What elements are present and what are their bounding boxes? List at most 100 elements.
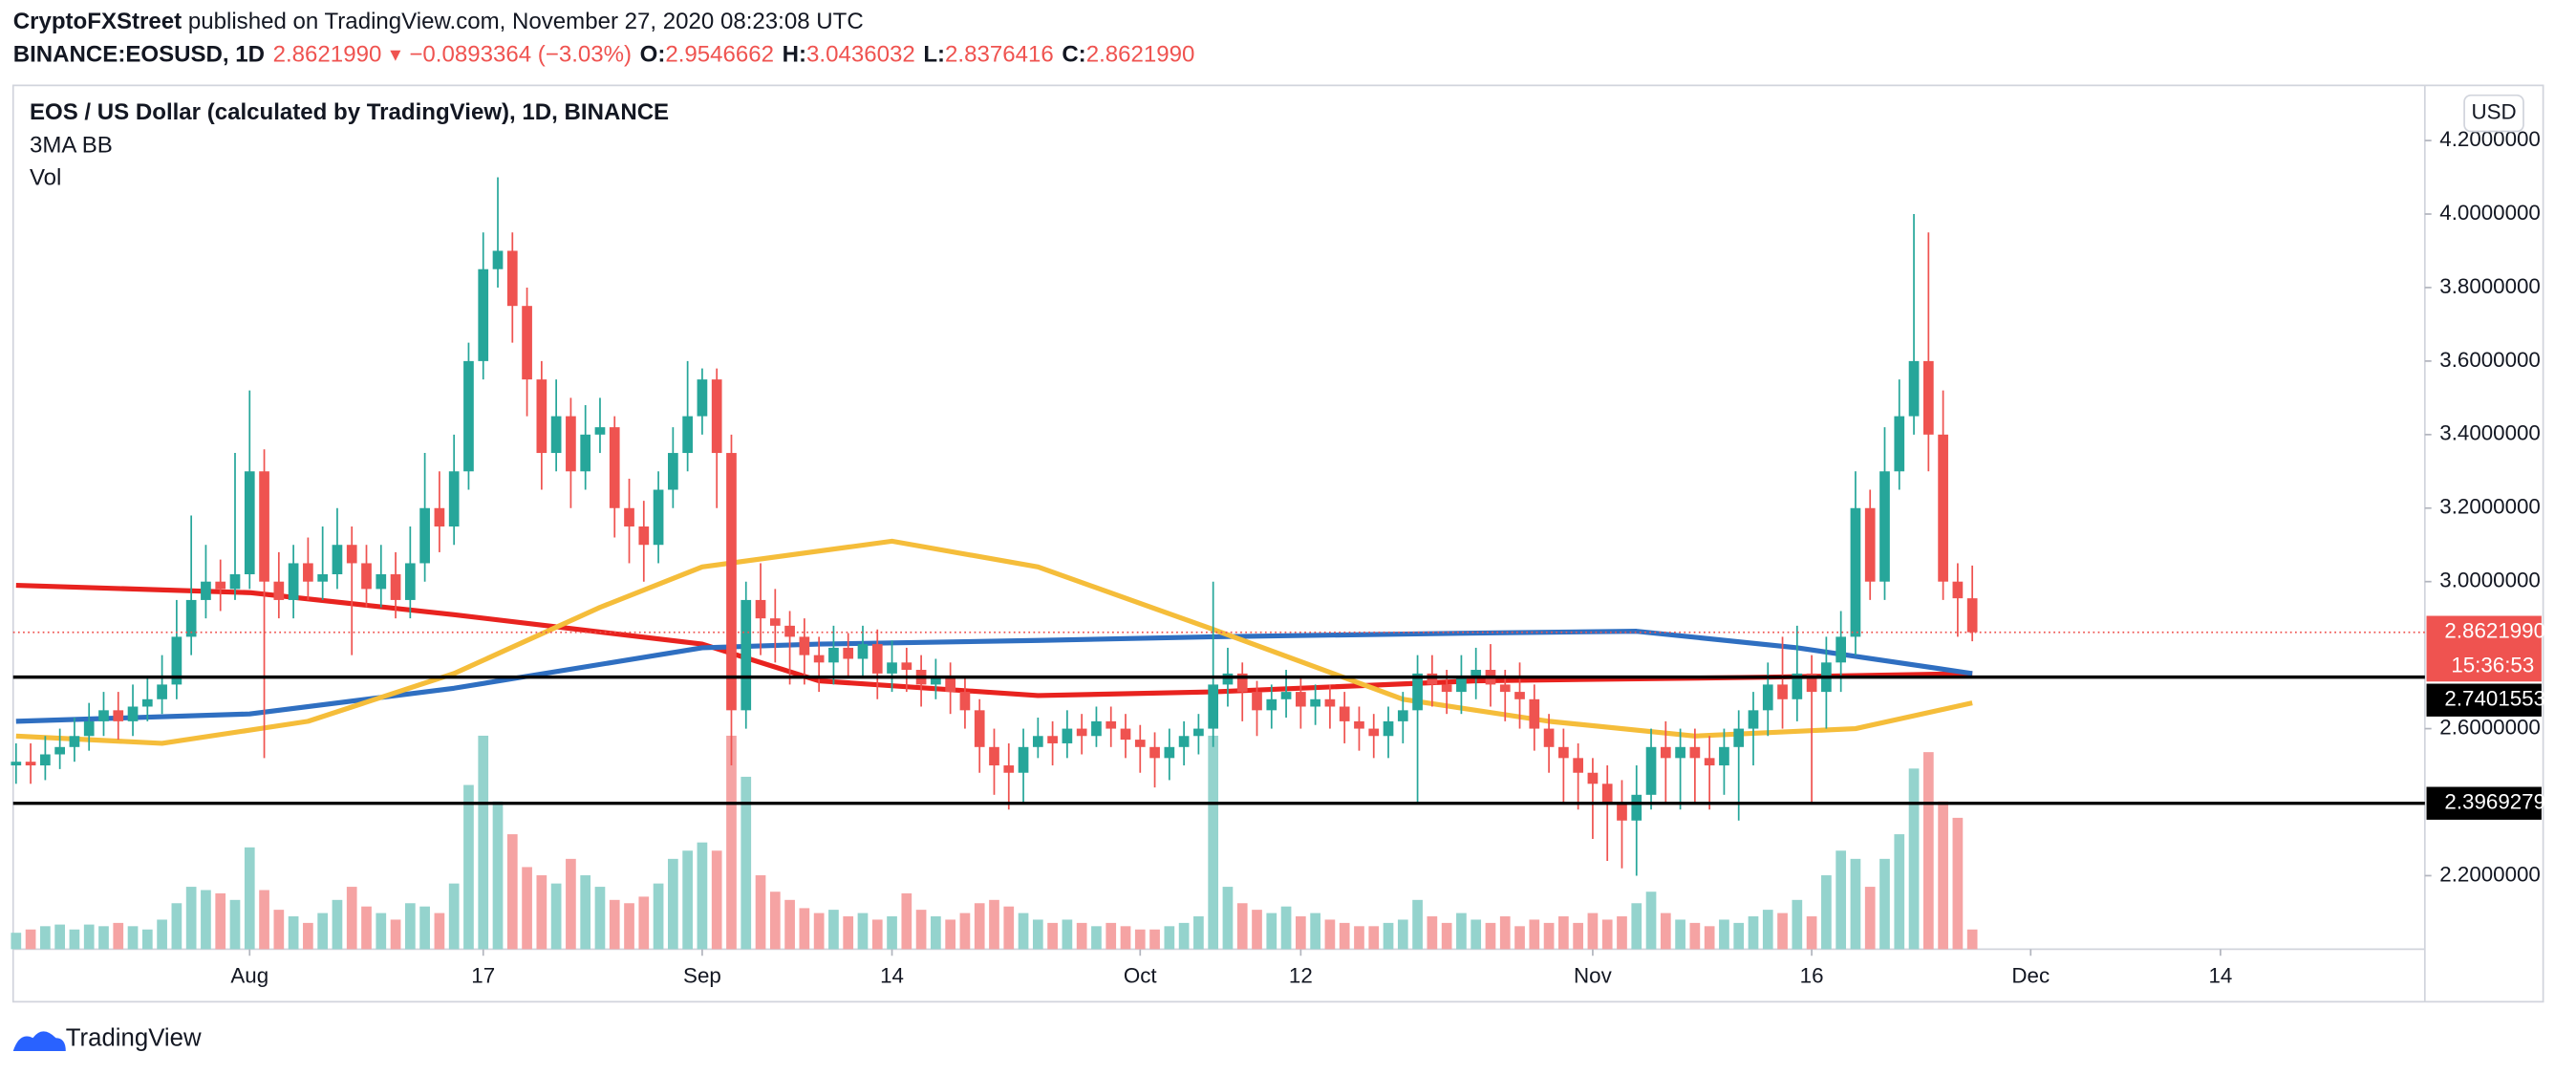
candle-body	[1149, 746, 1160, 759]
candle-body	[1427, 673, 1438, 685]
volume-bar	[1704, 926, 1715, 950]
candle-body	[25, 762, 36, 766]
volume-bar	[1032, 919, 1043, 950]
volume-bar	[1762, 910, 1773, 950]
volume-bar	[1660, 913, 1671, 950]
volume-bar	[1062, 919, 1073, 950]
volume-bar	[1485, 922, 1496, 950]
volume-bar	[288, 916, 299, 950]
candle-body	[1660, 746, 1671, 759]
volume-bar	[404, 903, 416, 950]
y-tick-label: 3.0000000	[2439, 569, 2541, 592]
h-label: H:	[783, 42, 806, 68]
volume-bar	[1558, 916, 1569, 950]
volume-bar	[113, 922, 124, 950]
volume-bar	[769, 891, 781, 950]
level-label-box	[2426, 786, 2542, 820]
candle-body	[1266, 698, 1277, 711]
candle-body	[668, 453, 678, 490]
volume-bar	[273, 910, 285, 950]
candle-body	[448, 471, 460, 526]
candle-body	[1966, 598, 1978, 633]
volume-bar	[83, 924, 95, 950]
candle-body	[215, 581, 226, 590]
volume-bar	[989, 899, 999, 950]
candle-body	[1222, 673, 1234, 685]
volume-bar	[463, 784, 474, 950]
arrow: ▼	[386, 45, 404, 65]
volume-bar	[1966, 929, 1978, 950]
candle-body	[83, 720, 95, 737]
candle-body	[1645, 746, 1657, 795]
candle-body	[244, 471, 255, 575]
volume-bar	[711, 850, 722, 950]
candle-body	[1864, 507, 1876, 582]
candle-body	[1193, 728, 1204, 737]
volume-bar	[492, 801, 504, 950]
candle-body	[201, 581, 211, 600]
volume-bar	[1091, 926, 1102, 950]
volume-bar	[141, 929, 153, 950]
candle-body	[901, 662, 912, 671]
candle-body	[1120, 728, 1131, 741]
o-label: O:	[640, 42, 666, 68]
candle-body	[711, 379, 722, 454]
volume-bar	[1733, 922, 1745, 950]
volume-bar	[448, 883, 460, 950]
x-tick-label: 14	[880, 964, 904, 988]
candle-body	[361, 563, 372, 590]
candle-body	[273, 581, 285, 600]
volume-bar	[215, 892, 226, 950]
candle-body	[1076, 728, 1087, 737]
volume-bar	[1456, 913, 1467, 950]
candle-body	[1383, 720, 1394, 737]
volume-bar	[98, 926, 109, 950]
candle-body	[1295, 692, 1306, 707]
volume-bar	[550, 883, 562, 950]
volume-bar	[1529, 919, 1540, 950]
candle-body	[1908, 360, 1920, 417]
candle-body	[1032, 736, 1043, 747]
level-label-box	[2426, 683, 2542, 717]
volume-bar	[1777, 913, 1788, 950]
volume-bar	[244, 847, 255, 950]
volume-bar	[653, 883, 664, 950]
volume-bar	[580, 875, 591, 950]
chart-frame	[11, 84, 2544, 1003]
volume-bar	[1412, 899, 1423, 950]
candle-body	[376, 574, 387, 590]
l-label: L:	[923, 42, 945, 68]
indicator: 3MA BB	[30, 132, 113, 158]
candle-body	[1792, 673, 1803, 699]
volume-bar	[1631, 903, 1642, 950]
logo-icon	[12, 1031, 66, 1051]
candle-body	[989, 746, 999, 766]
candle-body	[550, 416, 562, 454]
volume-bar	[1252, 910, 1262, 950]
candle-body	[1835, 636, 1847, 663]
currency-button[interactable]	[2463, 94, 2524, 133]
volume-bar	[1164, 926, 1175, 950]
symbol: BINANCE:EOSUSD, 1D	[13, 42, 265, 68]
candle-body	[1558, 746, 1569, 759]
candle-body	[40, 754, 51, 766]
candle-body	[1441, 684, 1452, 693]
volume-bar	[1806, 916, 1817, 950]
currency[interactable]: USD	[2471, 99, 2516, 123]
candle-body	[1573, 758, 1583, 773]
volume-bar	[1470, 919, 1482, 950]
candle-body	[522, 306, 532, 380]
candle-body	[141, 698, 153, 707]
y-tick-label: 2.6000000	[2439, 715, 2541, 739]
candle-body	[157, 684, 167, 699]
volume-bar	[726, 735, 737, 950]
candle-body	[624, 507, 634, 526]
volume-bar	[1499, 916, 1511, 950]
candle-body	[1324, 698, 1336, 707]
volume-bar	[901, 892, 912, 950]
volume-bar	[1076, 922, 1087, 950]
candle-body	[1134, 740, 1146, 747]
header-line-2: BINANCE:EOSUSD, 1D 2.8621990 ▼ −0.0893364 (…	[13, 42, 1195, 68]
volume-bar	[536, 875, 547, 950]
y-tick-label: 2.2000000	[2439, 862, 2541, 886]
